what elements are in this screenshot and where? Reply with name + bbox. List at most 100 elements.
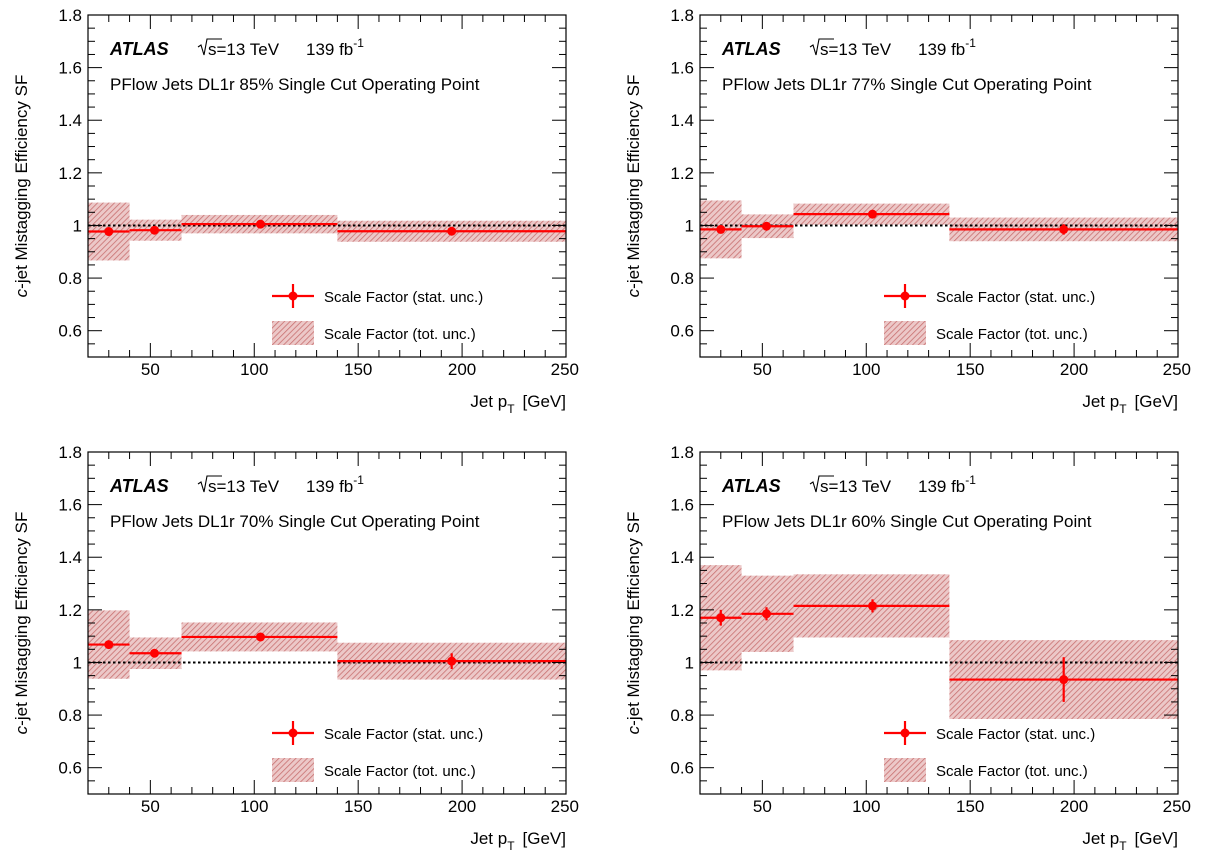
sqrt-icon xyxy=(809,38,834,56)
x-axis-label-main: Jet p xyxy=(470,829,507,848)
legend-tot-label: Scale Factor (tot. unc.) xyxy=(936,326,1088,343)
y-tick-label: 1.4 xyxy=(670,548,694,567)
chart-subtitle: PFlow Jets DL1r 85% Single Cut Operating… xyxy=(110,75,480,94)
chart-panel: 0.6 0.8 1 1.2 1.4 1.6 1.8 50 100 150 200 250 c-jet M… xyxy=(12,443,579,853)
x-axis-label: Jet pT [GeV] xyxy=(1082,392,1178,416)
y-tick-label: 0.6 xyxy=(670,759,694,778)
data-point xyxy=(1059,224,1069,234)
y-tick-label: 0.8 xyxy=(670,706,694,725)
chart-panel: 0.6 0.8 1 1.2 1.4 1.6 1.8 50 100 150 200 250 c-jet M… xyxy=(624,443,1191,853)
lumi-value: 139 fb xyxy=(306,477,353,496)
x-axis-label-main: Jet p xyxy=(1082,829,1119,848)
y-tick-label: 1.4 xyxy=(670,111,694,130)
chart-subtitle: PFlow Jets DL1r 60% Single Cut Operating… xyxy=(722,512,1092,531)
y-axis-label: c-jet Mistagging Efficiency SF xyxy=(624,75,643,298)
y-tick-label: 1.6 xyxy=(58,496,82,515)
y-tick-label: 1.6 xyxy=(670,496,694,515)
y-axis-label-rest: -jet Mistagging Efficiency SF xyxy=(624,512,643,726)
x-tick-label: 100 xyxy=(852,360,880,379)
chart-subtitle: PFlow Jets DL1r 77% Single Cut Operating… xyxy=(722,75,1092,94)
atlas-label: ATLAS xyxy=(109,476,169,496)
x-tick-label: 250 xyxy=(551,797,579,816)
energy-label: s=13 TeV xyxy=(820,40,892,59)
y-axis-label: c-jet Mistagging Efficiency SF xyxy=(12,512,31,735)
y-axis-label: c-jet Mistagging Efficiency SF xyxy=(12,75,31,298)
y-axis-label-italic: c xyxy=(624,288,643,297)
x-tick-label: 200 xyxy=(1060,797,1088,816)
x-axis-label-subscript: T xyxy=(1119,839,1127,853)
x-axis-label-subscript: T xyxy=(507,402,515,416)
legend-tot-swatch xyxy=(884,758,926,782)
y-axis-label-rest: -jet Mistagging Efficiency SF xyxy=(12,75,31,289)
y-axis-label: c-jet Mistagging Efficiency SF xyxy=(624,512,643,735)
y-tick-label: 1.2 xyxy=(58,601,82,620)
data-point xyxy=(447,226,457,236)
sqrt-icon xyxy=(197,38,222,56)
y-tick-label: 1.6 xyxy=(670,59,694,78)
y-axis-label-italic: c xyxy=(12,288,31,297)
lumi-label: 139 fb-1 xyxy=(918,473,976,496)
legend-stat-marker xyxy=(288,291,298,301)
lumi-value: 139 fb xyxy=(918,40,965,59)
lumi-label: 139 fb-1 xyxy=(306,36,364,59)
legend-stat-label: Scale Factor (stat. unc.) xyxy=(936,289,1095,306)
legend-tot-label: Scale Factor (tot. unc.) xyxy=(324,763,476,780)
energy-label: s=13 TeV xyxy=(208,477,280,496)
lumi-exponent: -1 xyxy=(965,36,976,50)
y-tick-label: 1 xyxy=(685,653,694,672)
x-axis-label-subscript: T xyxy=(1119,402,1127,416)
sqrt-icon xyxy=(809,475,834,493)
lumi-value: 139 fb xyxy=(918,477,965,496)
x-tick-label: 150 xyxy=(344,797,372,816)
legend-tot-swatch xyxy=(272,758,314,782)
data-point xyxy=(716,224,726,234)
legend-stat-label: Scale Factor (stat. unc.) xyxy=(324,726,483,743)
legend-tot-swatch xyxy=(272,321,314,345)
data-point xyxy=(867,209,877,219)
y-tick-label: 1 xyxy=(73,216,82,235)
y-tick-label: 0.6 xyxy=(58,322,82,341)
legend-stat-marker xyxy=(288,728,298,738)
y-tick-label: 1.2 xyxy=(58,164,82,183)
legend-stat-marker xyxy=(900,728,910,738)
data-point xyxy=(447,656,457,666)
x-tick-label: 150 xyxy=(344,360,372,379)
atlas-label: ATLAS xyxy=(721,476,781,496)
y-tick-label: 1.2 xyxy=(670,601,694,620)
legend-stat-label: Scale Factor (stat. unc.) xyxy=(936,726,1095,743)
sqrt-icon xyxy=(197,475,222,493)
data-point xyxy=(762,221,772,231)
legend-tot-label: Scale Factor (tot. unc.) xyxy=(324,326,476,343)
x-tick-label: 50 xyxy=(141,360,160,379)
y-tick-label: 0.8 xyxy=(670,269,694,288)
chart-subtitle: PFlow Jets DL1r 70% Single Cut Operating… xyxy=(110,512,480,531)
data-point xyxy=(150,648,160,658)
y-axis-label-rest: -jet Mistagging Efficiency SF xyxy=(12,512,31,726)
y-tick-label: 1.8 xyxy=(58,443,82,462)
lumi-label: 139 fb-1 xyxy=(918,36,976,59)
x-tick-label: 100 xyxy=(852,797,880,816)
x-axis-label-unit: [GeV] xyxy=(1135,392,1178,411)
x-tick-label: 250 xyxy=(551,360,579,379)
y-tick-label: 0.6 xyxy=(58,759,82,778)
data-point xyxy=(104,640,114,650)
chart-panel: 0.6 0.8 1 1.2 1.4 1.6 1.8 50 100 150 200 250 c-jet M… xyxy=(12,6,579,416)
y-axis-label-italic: c xyxy=(624,725,643,734)
x-tick-label: 150 xyxy=(956,360,984,379)
y-tick-label: 1.2 xyxy=(670,164,694,183)
x-axis-label: Jet pT [GeV] xyxy=(1082,829,1178,853)
x-axis-label-unit: [GeV] xyxy=(523,829,566,848)
x-axis-label-unit: [GeV] xyxy=(1135,829,1178,848)
data-point xyxy=(762,609,772,619)
y-tick-label: 1.6 xyxy=(58,59,82,78)
legend-stat-marker xyxy=(900,291,910,301)
energy-label: s=13 TeV xyxy=(208,40,280,59)
x-axis-label: Jet pT [GeV] xyxy=(470,392,566,416)
y-tick-label: 1.4 xyxy=(58,548,82,567)
lumi-exponent: -1 xyxy=(965,473,976,487)
data-point xyxy=(1059,675,1069,685)
data-point xyxy=(716,613,726,623)
energy-label: s=13 TeV xyxy=(820,477,892,496)
x-tick-label: 100 xyxy=(240,797,268,816)
